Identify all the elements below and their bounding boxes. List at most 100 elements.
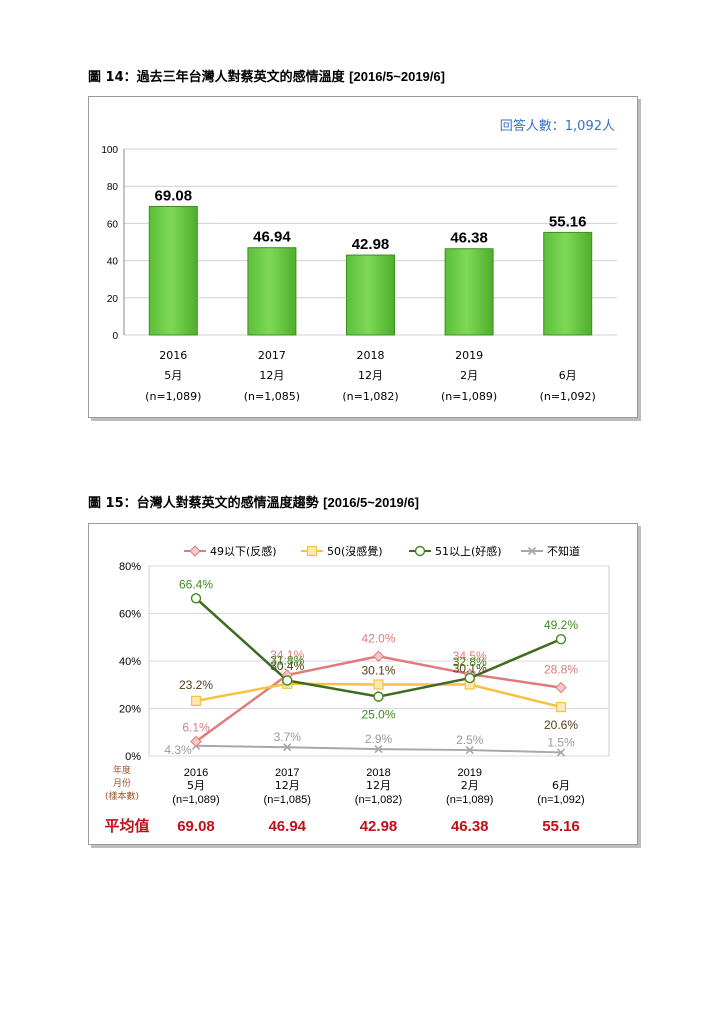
- y-tick-label: 0: [112, 331, 118, 342]
- x-category-sample: (n=1,089): [441, 390, 497, 403]
- line-chart-frame: 0% 20% 40% 60% 80% 49以下(反感) 50(沒感覺) 51以上(好感) 不知道…: [88, 523, 638, 845]
- average-value: 46.38: [451, 818, 489, 835]
- x-category-sample: (n=1,082): [355, 794, 402, 806]
- data-label: 30.4%: [270, 659, 304, 673]
- y-tick-label: 60: [107, 219, 119, 230]
- bar-value-label: 55.16: [549, 213, 587, 230]
- series-marker: [282, 675, 293, 686]
- x-category-year: 2018: [366, 767, 390, 779]
- series-marker: [373, 679, 384, 690]
- y-tick-label: 20%: [119, 704, 141, 716]
- bar: [346, 254, 395, 336]
- x-category-year: 2016: [184, 767, 208, 779]
- series-marker: [190, 695, 202, 706]
- figure-14-label: 圖 14：: [88, 70, 137, 85]
- series-marker: [373, 691, 384, 702]
- x-category-sample: (n=1,082): [342, 390, 398, 403]
- series-marker: [555, 633, 567, 645]
- data-label: 2.5%: [456, 733, 484, 747]
- bar-value-label: 46.38: [450, 230, 488, 247]
- average-value: 46.94: [268, 818, 306, 835]
- bar: [247, 247, 297, 336]
- y-tick-label: 80: [107, 182, 119, 193]
- data-label: 20.6%: [544, 718, 578, 732]
- series-marker: [556, 748, 566, 757]
- figure-15-label: 圖 15：: [88, 496, 137, 511]
- x-category-year: 2017: [258, 349, 286, 362]
- respondents-note: 回答人數：1,092人: [500, 118, 615, 134]
- legend-label: 49以下(反感): [210, 545, 277, 558]
- y-tick-label: 20: [107, 294, 119, 305]
- series-marker: [464, 672, 475, 684]
- bar-chart: 回答人數：1,092人 0 20 40 60 80 100 69.08 2016 5月 (n=1,…: [101, 118, 617, 403]
- legend-label: 51以上(好感): [435, 544, 502, 558]
- x-category-month: 12月: [366, 779, 391, 792]
- data-label: 34.1%: [270, 648, 304, 662]
- series-marker: [283, 743, 292, 752]
- bar: [148, 206, 198, 336]
- series-marker: [372, 650, 385, 662]
- bar-value-label: 69.08: [155, 188, 193, 205]
- figure-14-range: [2016/5~2019/6]: [349, 69, 445, 84]
- data-label: 25.0%: [361, 708, 395, 722]
- x-category-sample: (n=1,085): [244, 390, 300, 403]
- average-value: 69.08: [177, 818, 215, 835]
- y-tick-label: 40%: [119, 656, 141, 668]
- figure-14-text: 過去三年台灣人對蔡英文的感情溫度: [136, 70, 345, 85]
- bar: [444, 248, 494, 336]
- legend-marker: [414, 545, 426, 557]
- row-label: 年度: [113, 764, 131, 776]
- average-row-label: 平均值: [104, 817, 149, 835]
- data-label: 23.2%: [179, 678, 213, 692]
- legend-label: 50(沒感覺): [327, 544, 383, 558]
- y-tick-label: 80%: [119, 561, 141, 573]
- average-value: 42.98: [360, 818, 398, 835]
- x-category-sample: (n=1,085): [264, 794, 311, 806]
- x-category-month: 6月: [559, 369, 577, 382]
- data-label: 2.9%: [365, 732, 393, 746]
- x-category-sample: (n=1,089): [172, 794, 219, 806]
- x-category-month: 12月: [275, 779, 300, 792]
- x-category-month: 6月: [552, 779, 570, 792]
- data-label: 34.5%: [453, 649, 487, 663]
- x-category-sample: (n=1,089): [145, 390, 201, 403]
- row-label: (樣本數): [105, 790, 139, 802]
- x-category-month: 12月: [259, 369, 284, 382]
- legend-marker: [306, 545, 318, 557]
- x-category-month: 5月: [164, 369, 182, 382]
- data-label: 1.5%: [547, 735, 575, 749]
- x-category-month: 5月: [187, 779, 205, 792]
- y-tick-label: 60%: [119, 609, 141, 621]
- legend-label: 不知道: [547, 544, 580, 558]
- x-category-year: 2017: [275, 767, 299, 779]
- series-marker: [555, 701, 567, 713]
- series-marker: [555, 681, 567, 694]
- x-category-month: 12月: [358, 369, 383, 382]
- y-tick-label: 40: [107, 257, 119, 268]
- series-marker: [190, 735, 202, 748]
- x-category-year: 2018: [357, 349, 385, 362]
- x-category-year: 2016: [159, 349, 187, 362]
- x-category-sample: (n=1,092): [537, 794, 584, 806]
- data-label: 42.0%: [361, 631, 395, 645]
- data-label: 3.7%: [274, 730, 302, 744]
- line-chart: 0% 20% 40% 60% 80% 49以下(反感) 50(沒感覺) 51以上(好感) 不知道…: [104, 544, 610, 835]
- data-label: 28.8%: [544, 663, 578, 677]
- data-label: 66.4%: [179, 577, 213, 591]
- data-label: 30.1%: [361, 664, 395, 678]
- x-category-month: 2月: [460, 369, 478, 382]
- bar-value-label: 46.94: [253, 229, 291, 246]
- x-category-sample: (n=1,092): [540, 390, 596, 403]
- bar-chart-frame: 回答人數：1,092人 0 20 40 60 80 100 69.08 2016 5月 (n=1,…: [88, 96, 638, 418]
- x-category-month: 2月: [461, 779, 479, 792]
- data-label: 49.2%: [544, 618, 578, 632]
- x-category-year: 2019: [455, 349, 483, 362]
- bar-value-label: 42.98: [352, 236, 390, 253]
- series-marker: [190, 593, 202, 604]
- data-label: 30.1%: [453, 662, 487, 676]
- y-tick-label: 100: [101, 145, 118, 156]
- bar: [543, 231, 593, 336]
- figure-15-range: [2016/5~2019/6]: [323, 495, 419, 510]
- series-marker: [374, 745, 383, 754]
- series-marker: [465, 745, 474, 755]
